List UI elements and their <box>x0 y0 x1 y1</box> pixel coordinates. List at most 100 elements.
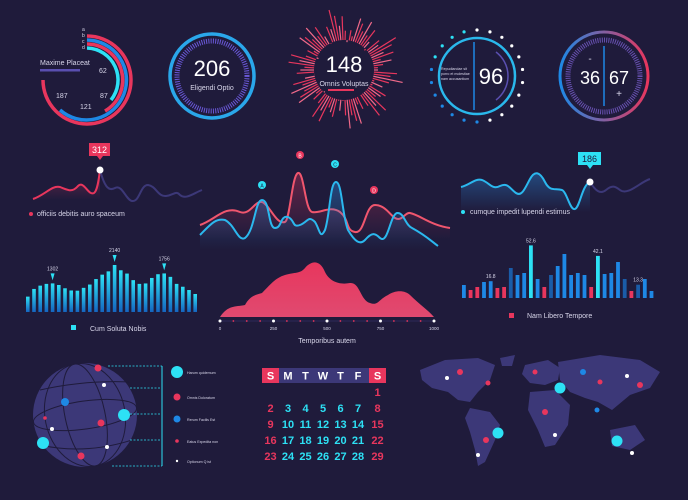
calendar-day[interactable]: 18 <box>299 435 311 447</box>
point-marker[interactable] <box>586 178 594 186</box>
burst-spike <box>328 97 334 108</box>
weekday-header: W <box>318 371 329 383</box>
axis-dot <box>285 320 288 322</box>
calendar-day[interactable]: 8 <box>374 403 380 415</box>
axis-dot <box>299 320 302 322</box>
calendar-day[interactable]: 13 <box>334 419 346 431</box>
point-marker[interactable] <box>96 166 104 174</box>
value-arc <box>495 51 509 101</box>
burst-spike <box>311 39 323 50</box>
gauge-ring <box>437 36 517 116</box>
value-label: 87 <box>100 93 108 100</box>
calendar-day[interactable]: 19 <box>317 435 329 447</box>
ring-dot <box>500 35 504 39</box>
callout-box <box>89 143 110 156</box>
weekday-header: T <box>302 371 309 383</box>
calendar-day[interactable]: 25 <box>299 451 311 463</box>
calendar-day[interactable]: 2 <box>267 403 273 415</box>
ring-dot <box>510 104 514 108</box>
legend-label: Rerum Facilis Est <box>187 418 215 422</box>
value-label: 187 <box>56 93 68 100</box>
burst-spike <box>312 94 328 118</box>
ring-dot <box>462 118 466 122</box>
bar <box>575 273 580 298</box>
calendar-day[interactable]: 15 <box>371 419 383 431</box>
legend-label: Omnis Doloratum <box>187 396 215 400</box>
bar <box>475 287 480 298</box>
bar <box>529 245 533 298</box>
weekday-header: M <box>283 371 292 383</box>
calendar-day[interactable]: 29 <box>371 451 383 463</box>
data-label: 42.1 <box>593 249 603 255</box>
bar <box>609 273 614 298</box>
bar <box>642 279 647 298</box>
calendar-day[interactable]: 3 <box>285 403 291 415</box>
calendar-day[interactable]: 23 <box>264 451 276 463</box>
axis-dot <box>406 320 409 322</box>
calendar-day[interactable]: 4 <box>302 403 309 415</box>
calendar-day[interactable]: 5 <box>320 403 326 415</box>
marker-c[interactable]: C <box>331 160 339 169</box>
axis-dot <box>352 320 355 322</box>
calendar-day[interactable]: 9 <box>267 419 273 431</box>
burst-spike <box>371 79 375 82</box>
gauge-ring <box>558 30 650 122</box>
x-axis-dots <box>218 319 436 323</box>
marker-d[interactable]: D <box>370 186 378 195</box>
burst-spike <box>304 83 318 92</box>
calendar-day[interactable]: 1 <box>374 387 380 399</box>
calendar-day[interactable]: 11 <box>300 419 312 431</box>
bar <box>131 280 135 312</box>
burst-spike <box>324 36 330 45</box>
burst-spike <box>372 58 381 63</box>
line-series-blue <box>199 180 439 247</box>
calendar-day[interactable]: 20 <box>334 435 346 447</box>
burst-spike <box>373 63 384 67</box>
burst-spike <box>293 77 316 86</box>
gauge-value: 206 <box>194 56 231 81</box>
line-series-active <box>32 169 101 200</box>
ring-dot <box>462 30 466 34</box>
gauge-text: nam accusantium <box>441 77 469 81</box>
bar <box>187 290 191 312</box>
calendar-day[interactable]: 16 <box>264 435 276 447</box>
legend-dot <box>173 415 181 423</box>
bar <box>535 279 540 298</box>
bar <box>542 287 547 298</box>
burst-spike <box>371 51 394 61</box>
weekday-header: S <box>267 371 274 383</box>
calendar-day[interactable]: 22 <box>371 435 383 447</box>
legend-label: officiis debitis auro spaceum <box>37 211 125 218</box>
ring-dot <box>450 113 454 117</box>
burst-spike <box>356 31 364 44</box>
area-chart: 0 250 500 750 1000 Temporibus autem <box>218 262 440 345</box>
calendar-day[interactable]: 12 <box>317 419 329 431</box>
marker-b[interactable]: B <box>296 151 304 160</box>
axis-dot <box>419 320 422 322</box>
burst-spike <box>363 91 377 106</box>
legend-label: Cum Soluta Nobis <box>90 326 147 333</box>
marker-a[interactable]: A <box>258 181 266 190</box>
calendar-day[interactable]: 6 <box>337 403 343 415</box>
legend-dot <box>175 439 179 443</box>
data-label: 1756 <box>159 256 170 262</box>
burst-spike <box>360 35 368 46</box>
radial-bar-gauge: a b c d Maxime Placeat 62 87 121 187 <box>40 27 133 126</box>
calendar-day[interactable]: 21 <box>352 435 364 447</box>
calendar-day[interactable]: 28 <box>352 451 364 463</box>
burst-spike <box>358 21 373 45</box>
calendar-day[interactable]: 10 <box>282 419 294 431</box>
calendar-day[interactable]: 14 <box>352 419 365 431</box>
calendar-day[interactable]: 27 <box>334 451 346 463</box>
legend-label: Eatus Expedita non <box>187 440 218 444</box>
calendar-day[interactable]: 26 <box>317 451 329 463</box>
calendar-day[interactable]: 7 <box>355 403 361 415</box>
ring-dot <box>433 93 437 97</box>
world-map <box>420 355 660 466</box>
calendar-day[interactable]: 24 <box>282 451 295 463</box>
axis-dot <box>339 320 342 322</box>
calendar-day[interactable]: 17 <box>282 435 294 447</box>
burst-spike <box>367 87 381 98</box>
ring-dot <box>440 44 444 48</box>
ring-dot <box>440 104 444 108</box>
